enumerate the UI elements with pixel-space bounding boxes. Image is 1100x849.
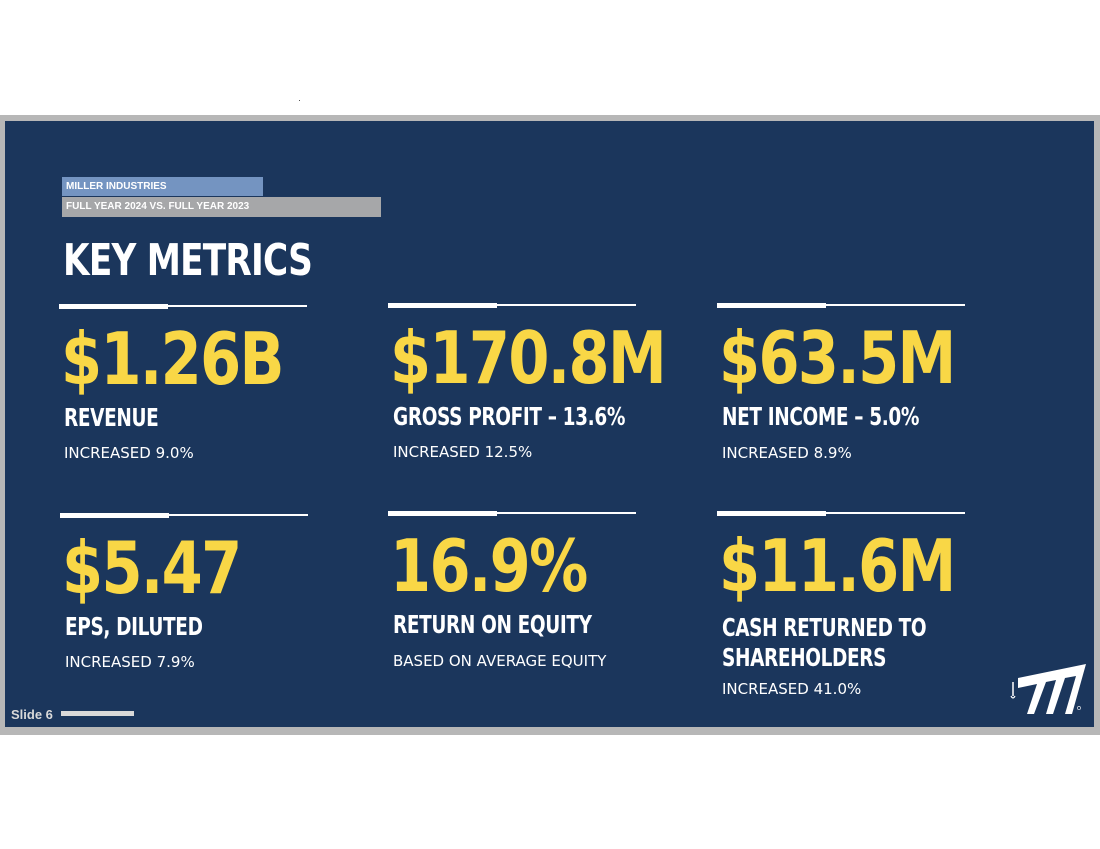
slide-number: Slide 6 <box>11 707 53 722</box>
metric-label: RETURN ON EQUITY <box>393 610 592 639</box>
metric-subtext: BASED ON AVERAGE EQUITY <box>393 652 607 670</box>
metric-divider-accent <box>60 513 169 518</box>
footer-bar <box>61 711 134 716</box>
metric-label-line-2: SHAREHOLDERS <box>722 643 887 672</box>
metric-eps: $5.47 EPS, DILUTED INCREASED 7.9% <box>60 513 310 714</box>
metric-divider-accent <box>388 511 497 516</box>
metric-subtext: INCREASED 8.9% <box>722 444 852 462</box>
metric-label: NET INCOME – 5.0% <box>722 402 920 431</box>
metric-value: $11.6M <box>719 524 956 608</box>
slide-frame: MILLER INDUSTRIES FULL YEAR 2024 VS. FUL… <box>0 115 1100 735</box>
metric-subtext: INCREASED 12.5% <box>393 443 533 461</box>
slide: MILLER INDUSTRIES FULL YEAR 2024 VS. FUL… <box>5 121 1094 727</box>
metric-divider <box>388 304 636 306</box>
metric-cash-returned: $11.6M CASH RETURNED TO SHAREHOLDERS INC… <box>717 511 967 712</box>
metric-divider <box>388 512 636 514</box>
metric-divider <box>59 305 307 307</box>
metric-divider-accent <box>717 303 826 308</box>
metric-divider <box>717 512 965 514</box>
metric-net-income: $63.5M NET INCOME – 5.0% INCREASED 8.9% <box>717 303 967 504</box>
metric-value: $1.26B <box>61 317 285 401</box>
metric-gross-profit: $170.8M GROSS PROFIT – 13.6% INCREASED 1… <box>388 303 667 504</box>
metric-label: REVENUE <box>64 403 159 432</box>
metric-divider <box>60 514 308 516</box>
metric-divider-accent <box>59 304 168 309</box>
company-tag: MILLER INDUSTRIES <box>62 177 263 196</box>
stray-pixel <box>299 100 300 101</box>
metric-label-line-1: CASH RETURNED TO <box>722 613 927 642</box>
metric-value: $170.8M <box>390 316 667 400</box>
metric-revenue: $1.26B REVENUE INCREASED 9.0% <box>59 304 309 505</box>
metric-divider <box>717 304 965 306</box>
metric-value: $63.5M <box>719 316 956 400</box>
period-tag: FULL YEAR 2024 VS. FULL YEAR 2023 <box>62 197 381 217</box>
metric-label: EPS, DILUTED <box>65 612 203 641</box>
metric-value: 16.9% <box>390 524 588 608</box>
metric-label: GROSS PROFIT – 13.6% <box>393 402 626 431</box>
miller-industries-logo-icon <box>1010 664 1086 714</box>
metric-divider-accent <box>388 303 497 308</box>
slide-title: KEY METRICS <box>63 235 313 286</box>
metric-return-on-equity: 16.9% RETURN ON EQUITY BASED ON AVERAGE … <box>388 511 638 712</box>
metric-subtext: INCREASED 9.0% <box>64 444 194 462</box>
metric-subtext: INCREASED 7.9% <box>65 653 195 671</box>
metric-divider-accent <box>717 511 826 516</box>
metric-subtext: INCREASED 41.0% <box>722 680 862 698</box>
metric-value: $5.47 <box>62 526 242 610</box>
